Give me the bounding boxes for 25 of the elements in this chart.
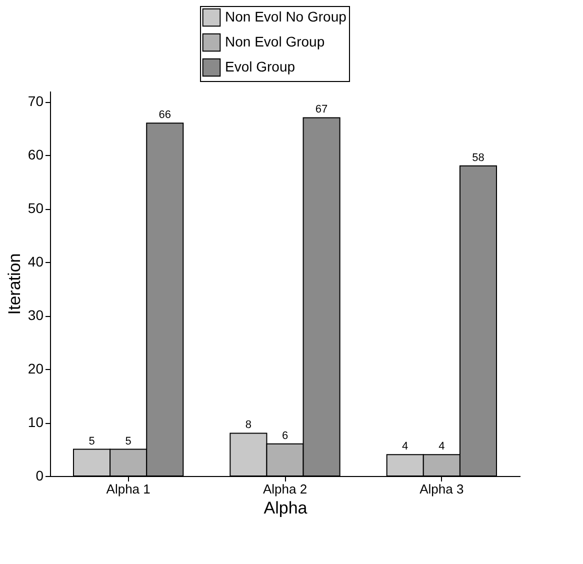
x-axis-title: Alpha <box>264 498 308 518</box>
y-tick-label: 10 <box>28 414 44 430</box>
data-label: 6 <box>282 430 288 442</box>
data-label: 5 <box>88 435 95 448</box>
y-tick-label: 50 <box>28 200 44 216</box>
y-tick-label: 60 <box>28 146 44 163</box>
data-label: 58 <box>472 152 484 164</box>
data-label: 4 <box>438 440 445 453</box>
y-tick-label: 70 <box>28 93 44 110</box>
x-tick-label: Alpha 3 <box>420 482 464 496</box>
y-tick-label: 0 <box>36 468 44 484</box>
legend-label: Evol Group <box>225 58 296 74</box>
x-tick-label: Alpha 2 <box>262 482 308 496</box>
y-tick-label: 20 <box>28 360 44 377</box>
data-label: 66 <box>158 109 172 122</box>
legend-label: Non Evol No Group <box>225 8 347 24</box>
y-tick-label: 30 <box>28 307 44 324</box>
data-label: 8 <box>245 419 252 432</box>
y-axis-title: Iteration <box>4 253 24 315</box>
y-tick-label: 40 <box>28 254 44 270</box>
legend-label: Non Evol Group <box>225 34 325 50</box>
x-tick-label: Alpha 1 <box>106 482 150 496</box>
data-label: 5 <box>125 435 132 448</box>
data-label: 4 <box>402 440 408 453</box>
data-label: 67 <box>315 104 328 116</box>
